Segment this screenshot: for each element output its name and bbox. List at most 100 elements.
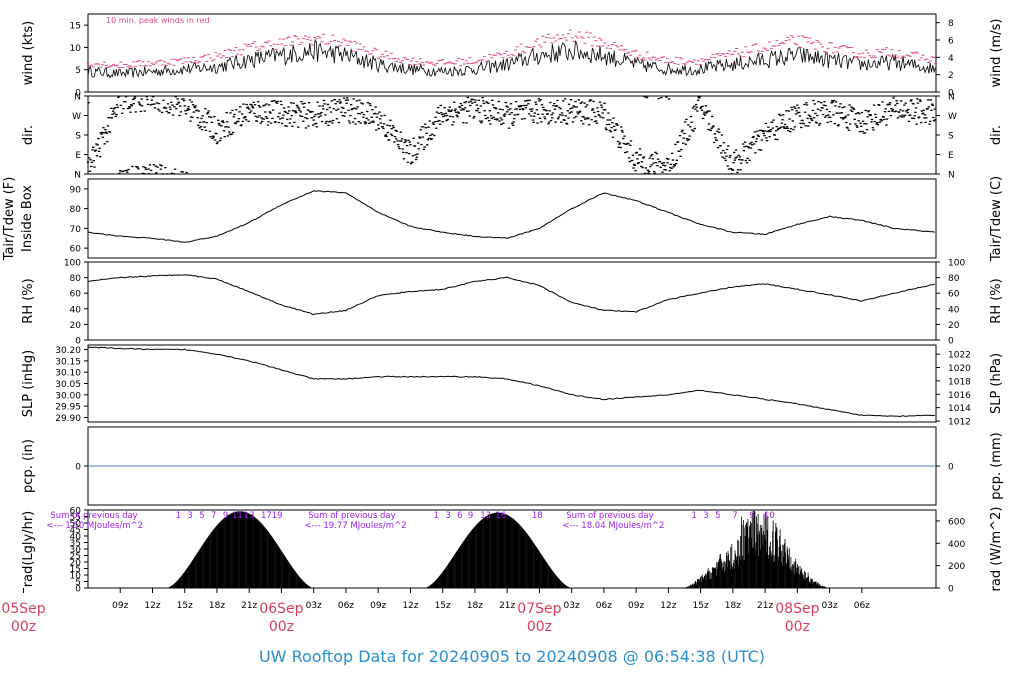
x-tick-label: 18z xyxy=(209,601,225,611)
y-tick-label-right: 1014 xyxy=(948,404,971,414)
y-tick-label-left: N xyxy=(74,93,81,103)
y-tick-label-right: E xyxy=(948,151,954,161)
y-tick-label-right: 1020 xyxy=(948,364,971,374)
hour-mark: 6 xyxy=(457,511,462,521)
x-tick-label: 15z xyxy=(693,601,709,611)
y-tick-label-right: N xyxy=(948,93,955,103)
hour-mark: 11 xyxy=(232,511,243,521)
y-tick-label-left: S xyxy=(75,132,81,142)
y-tick-label-right: 1018 xyxy=(948,377,971,387)
hour-mark: 17 xyxy=(261,511,272,521)
y-tick-label-left: 0 xyxy=(75,337,81,347)
y-axis-label-left: pcp. (in) xyxy=(21,439,36,493)
y-tick-label-left: 30 xyxy=(70,546,82,556)
y-tick-label-left: 55 xyxy=(70,513,81,523)
sum-previous-day-value: <--- 19.77 MJoules/m^2 xyxy=(304,521,406,531)
radiation-day-2 xyxy=(424,512,572,588)
sum-previous-day-label: Sum of previous day xyxy=(308,511,395,521)
y-tick-label-left: N xyxy=(74,171,81,181)
hour-mark: 1 xyxy=(691,511,696,521)
date-label: 07Sep xyxy=(517,601,561,617)
y-tick-label-right: W xyxy=(948,112,957,122)
y-tick-label-right: 2 xyxy=(948,71,954,81)
date-sub-label: 00z xyxy=(11,619,36,635)
hour-mark: 13 xyxy=(244,511,255,521)
y-tick-label-left: 10 xyxy=(70,572,82,582)
y-axis-label-left: wind (kts) xyxy=(21,21,36,85)
x-tick-label: 06z xyxy=(854,601,870,611)
x-tick-label: 03z xyxy=(306,601,322,611)
hour-mark: 19 xyxy=(272,511,283,521)
y-tick-label-right: N xyxy=(948,171,955,181)
y-tick-label-left: 15 xyxy=(70,22,81,32)
slp-line xyxy=(87,346,935,418)
y-tick-label-left: 60 xyxy=(70,507,82,517)
date-label: 06Sep xyxy=(259,601,303,617)
y-axis-label-left: dir. xyxy=(21,125,36,145)
y-tick-label-left: 60 xyxy=(70,290,82,300)
y-tick-label-left: 0 xyxy=(75,463,81,473)
hour-mark: 1 xyxy=(176,511,181,521)
x-tick-label: 21z xyxy=(499,601,515,611)
x-tick-label: 21z xyxy=(757,601,773,611)
y-tick-label-left: W xyxy=(72,112,81,122)
y-tick-label-right: 100 xyxy=(948,259,965,269)
y-tick-label-left: 45 xyxy=(70,526,81,536)
y-axis-label-right: pcp. (mm) xyxy=(989,432,1004,499)
y-tick-label-right: 600 xyxy=(948,517,965,527)
y-tick-label-left: 80 xyxy=(70,274,82,284)
hour-mark: 18 xyxy=(532,511,543,521)
x-tick-label: 15z xyxy=(177,601,193,611)
y-tick-label-left: E xyxy=(75,151,81,161)
y-tick-label-right: 20 xyxy=(948,321,960,331)
y-tick-label-left: 15 xyxy=(70,565,81,575)
sum-previous-day-label: Sum of previous day xyxy=(50,511,137,521)
hour-mark: 1 xyxy=(434,511,439,521)
hour-mark: 7 xyxy=(211,511,216,521)
y-axis-label-left-sub: Inside Box xyxy=(20,185,35,252)
y-tick-label-left: 0 xyxy=(75,585,81,595)
date-label: 08Sep xyxy=(775,601,819,617)
y-tick-label-left: 80 xyxy=(70,205,82,215)
y-tick-label-left: 30.05 xyxy=(55,380,81,390)
x-tick-label: 09z xyxy=(370,601,386,611)
hour-mark: 10 xyxy=(764,511,775,521)
radiation-day-3 xyxy=(682,510,830,588)
y-tick-label-left: 5 xyxy=(75,66,81,76)
y-tick-label-left: 70 xyxy=(70,225,82,235)
rad-panel: 0510152025303540455055600200400600rad(Lg… xyxy=(21,507,1004,595)
time-axis: 09z 12z 15z 18z 21z 03z 06z 09z 12z 15z 18z 21z 03z 0… xyxy=(1,588,870,635)
x-tick-label: 18z xyxy=(725,601,741,611)
y-tick-label-right: 8 xyxy=(948,19,954,29)
y-tick-label-right: 0 xyxy=(948,585,954,595)
sum-previous-day-value: <--- 1.50 MJoules/m^2 xyxy=(46,521,143,531)
hour-mark: 13 xyxy=(480,511,491,521)
rh-line xyxy=(87,274,936,316)
x-tick-label: 21z xyxy=(241,601,257,611)
y-tick-label-left: 20 xyxy=(70,559,82,569)
y-tick-label-left: 29.90 xyxy=(55,414,81,424)
hour-mark: 3 xyxy=(703,511,708,521)
temp-line xyxy=(87,190,936,243)
y-tick-label-left: 35 xyxy=(70,539,81,549)
temp-panel: 60 70 80 90 Tair/Tdew (F) Inside Box Tair/Tdew… xyxy=(2,176,1004,262)
y-tick-label-right: 80 xyxy=(948,274,960,284)
y-tick-label-left: 40 xyxy=(70,305,82,315)
y-tick-label-left: 90 xyxy=(70,185,82,195)
y-axis-label-right: Tair/Tdew (C) xyxy=(989,176,1004,262)
hour-mark: 7 xyxy=(732,511,737,521)
slp-frame xyxy=(87,344,937,423)
rh-panel: 0 20 40 60 80 100 0 20 40 60 80 100 RH (%) RH (%) xyxy=(21,259,1004,347)
y-axis-label-left: rad(Lgly/hr) xyxy=(21,511,36,587)
x-tick-label: 09z xyxy=(112,601,128,611)
y-tick-label-left: 100 xyxy=(64,259,81,269)
y-axis-label-left: SLP (inHg) xyxy=(21,350,36,418)
y-axis-label-right: RH (%) xyxy=(989,278,1004,323)
y-tick-label-left: 20 xyxy=(70,321,82,331)
x-tick-label: 12z xyxy=(144,601,160,611)
hour-mark: 5 xyxy=(199,511,204,521)
hour-mark: 3 xyxy=(187,511,192,521)
y-axis-label-right: wind (m/s) xyxy=(989,19,1004,88)
y-tick-label-left: 30.20 xyxy=(55,346,81,356)
